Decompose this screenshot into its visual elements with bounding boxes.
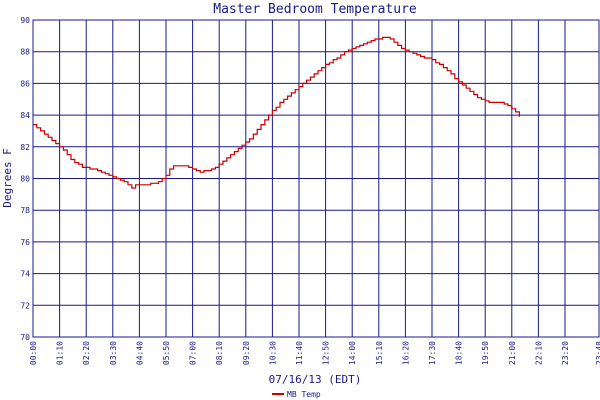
x-tick-label: 02:20 [82, 341, 91, 365]
y-tick-label: 80 [20, 175, 30, 184]
x-tick-label: 03:30 [109, 341, 118, 365]
y-tick-label: 90 [20, 16, 30, 25]
x-tick-label: 15:10 [375, 341, 384, 365]
x-tick-label: 22:10 [534, 341, 543, 365]
x-tick-label: 14:00 [348, 341, 357, 365]
x-tick-label: 11:40 [295, 341, 304, 365]
x-tick-label: 16:20 [401, 341, 410, 365]
y-tick-label: 72 [20, 301, 30, 310]
x-tick-label: 23:20 [561, 341, 570, 365]
x-tick-label: 08:10 [215, 341, 224, 365]
y-tick-label: 70 [20, 333, 30, 342]
y-tick-label: 76 [20, 238, 30, 247]
y-tick-label: 88 [20, 48, 30, 57]
x-tick-label: 23:48 [595, 341, 600, 365]
x-tick-label: 12:50 [322, 341, 331, 365]
y-axis-label: Degrees F [1, 148, 14, 208]
x-tick-label: 10:30 [268, 341, 277, 365]
y-tick-label: 74 [20, 270, 30, 279]
x-tick-label: 05:50 [162, 341, 171, 365]
chart-title: Master Bedroom Temperature [213, 2, 417, 17]
y-tick-label: 78 [20, 206, 30, 215]
x-tick-label: 07:00 [189, 341, 198, 365]
legend: MB Temp [272, 390, 321, 399]
x-tick-label: 21:00 [508, 341, 517, 365]
legend-label-mb-temp: MB Temp [287, 390, 321, 399]
y-axis-ticks: 70 72 74 76 78 80 82 84 86 88 90 [20, 16, 30, 342]
series-line-mb-temp [33, 36, 520, 189]
x-tick-label: 18:40 [455, 341, 464, 365]
y-tick-label: 86 [20, 79, 30, 88]
x-tick-label: 09:20 [242, 341, 251, 365]
series-group [33, 36, 520, 189]
x-tick-label: 01:10 [56, 341, 65, 365]
y-tick-label: 84 [20, 111, 30, 120]
grid [32, 19, 600, 338]
x-tick-label: 17:30 [428, 341, 437, 365]
x-tick-label: 00:00 [29, 341, 38, 365]
x-axis-ticks: 00:00 01:10 02:20 03:30 04:40 05:50 07:00 08:10… [29, 341, 600, 365]
x-tick-label: 04:40 [135, 341, 144, 365]
y-tick-label: 82 [20, 143, 30, 152]
x-axis-label: 07/16/13 (EDT) [269, 373, 362, 386]
x-tick-label: 19:50 [481, 341, 490, 365]
